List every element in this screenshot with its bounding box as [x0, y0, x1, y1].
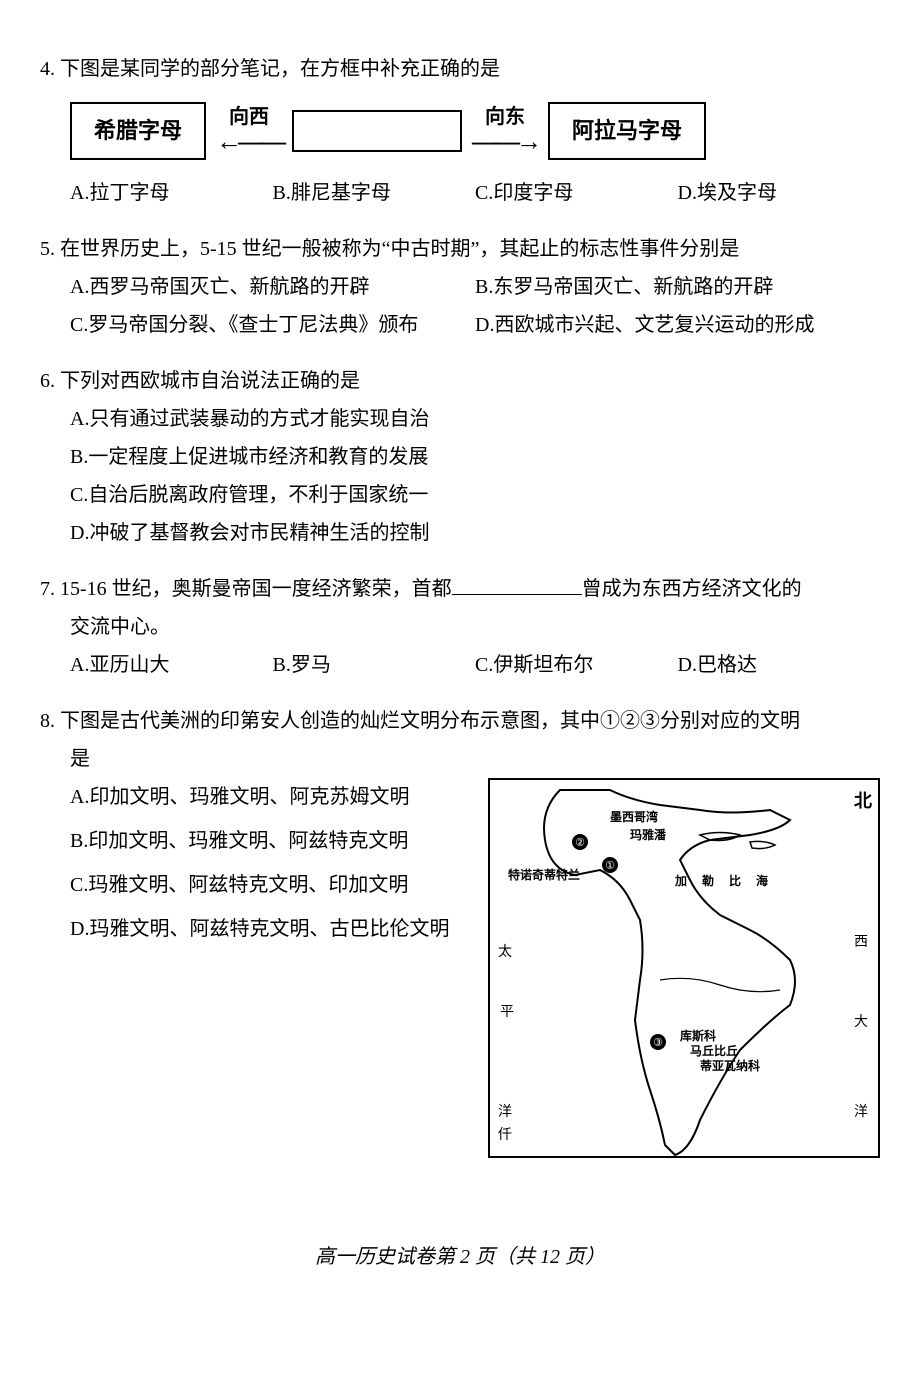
label-atlantic: 西 [854, 930, 868, 957]
question-5: 5. 在世界历史上，5-15 世纪一般被称为“中古时期”，其起止的标志性事件分别… [40, 230, 880, 344]
q5-stem: 在世界历史上，5-15 世纪一般被称为“中古时期”，其起止的标志性事件分别是 [60, 238, 739, 260]
question-4: 4. 下图是某同学的部分笔记，在方框中补充正确的是 希腊字母 向西 ←—— 向东… [40, 50, 880, 212]
q5-number: 5. [40, 238, 55, 260]
q6-options: A.只有通过武装暴动的方式才能实现自治 B.一定程度上促进城市经济和教育的发展 … [70, 400, 880, 552]
page-footer: 高一历史试卷第 2 页（共 12 页） [40, 1238, 880, 1276]
q4-option-b: B.腓尼基字母 [273, 174, 476, 212]
q5-options: A.西罗马帝国灭亡、新航路的开辟 B.东罗马帝国灭亡、新航路的开辟 C.罗马帝国… [70, 268, 880, 344]
q7-stem-post: 曾成为东西方经济文化的 [582, 578, 802, 600]
q7-option-a: A.亚历山大 [70, 646, 273, 684]
question-6: 6. 下列对西欧城市自治说法正确的是 A.只有通过武装暴动的方式才能实现自治 B… [40, 362, 880, 552]
marker-2: ② [575, 837, 585, 849]
q4-option-d: D.埃及字母 [678, 174, 881, 212]
q6-stem: 下列对西欧城市自治说法正确的是 [60, 370, 360, 392]
marker-1: ① [605, 860, 615, 872]
q4-number: 4. [40, 58, 55, 80]
q6-number: 6. [40, 370, 55, 392]
q8-options: A.印加文明、玛雅文明、阿克苏姆文明 B.印加文明、玛雅文明、阿兹特克文明 C.… [70, 778, 470, 954]
label-carib: 加 勒 比 海 [675, 870, 774, 893]
q7-stem-pre: 15-16 世纪，奥斯曼帝国一度经济繁荣，首都 [60, 578, 452, 600]
q4-diagram: 希腊字母 向西 ←—— 向东 ——→ 阿拉马字母 [70, 102, 880, 160]
tick-t1: 仟 [498, 1123, 512, 1150]
q4-stem: 下图是某同学的部分笔记，在方框中补充正确的是 [60, 58, 500, 80]
question-7: 7. 15-16 世纪，奥斯曼帝国一度经济繁荣，首都 曾成为东西方经济文化的 交流… [40, 570, 880, 684]
q5-option-c: C.罗马帝国分裂、《查士丁尼法典》颁布 [70, 306, 475, 344]
q6-option-a: A.只有通过武装暴动的方式才能实现自治 [70, 400, 880, 438]
q4-option-c: C.印度字母 [475, 174, 678, 212]
q6-option-c: C.自治后脱离政府管理，不利于国家统一 [70, 476, 880, 514]
q4-options: A.拉丁字母 B.腓尼基字母 C.印度字母 D.埃及字母 [70, 174, 880, 212]
q8-option-a: A.印加文明、玛雅文明、阿克苏姆文明 [70, 778, 470, 816]
arrow-west-label: 向西 [229, 107, 269, 127]
label-tenoch: 特诺奇蒂特兰 [508, 864, 580, 887]
q5-option-b: B.东罗马帝国灭亡、新航路的开辟 [475, 268, 880, 306]
marker-3: ③ [653, 1037, 663, 1049]
arrow-west: 向西 ←—— [216, 107, 282, 155]
arrow-right-icon: ——→ [472, 129, 538, 155]
arrow-left-icon: ←—— [216, 129, 282, 155]
q7-stem-line2: 交流中心。 [70, 608, 880, 646]
diagram-blank-box [292, 110, 462, 152]
blank-field [452, 573, 582, 595]
q8-option-c: C.玛雅文明、阿兹特克文明、印加文明 [70, 866, 470, 904]
label-yucatan: 玛雅潘 [630, 824, 666, 847]
q8-stem-line2: 是 [70, 740, 880, 778]
q8-option-d: D.玛雅文明、阿兹特克文明、古巴比伦文明 [70, 910, 470, 948]
q8-layout: A.印加文明、玛雅文明、阿克苏姆文明 B.印加文明、玛雅文明、阿兹特克文明 C.… [70, 778, 880, 1158]
tick-t4: 大 [854, 1010, 868, 1037]
q8-option-b: B.印加文明、玛雅文明、阿兹特克文明 [70, 822, 470, 860]
arrow-east: 向东 ——→ [472, 107, 538, 155]
q6-option-b: B.一定程度上促进城市经济和教育的发展 [70, 438, 880, 476]
q4-option-a: A.拉丁字母 [70, 174, 273, 212]
compass-icon: 北 [854, 784, 872, 818]
q7-option-b: B.罗马 [273, 646, 476, 684]
label-tiwa: 蒂亚瓦纳科 [700, 1055, 760, 1078]
tick-t2: 平 [500, 1000, 514, 1027]
q7-number: 7. [40, 578, 55, 600]
diagram-left-box: 希腊字母 [70, 102, 206, 160]
q5-option-a: A.西罗马帝国灭亡、新航路的开辟 [70, 268, 475, 306]
q7-option-c: C.伊斯坦布尔 [475, 646, 678, 684]
question-8: 8. 下图是古代美洲的印第安人创造的灿烂文明分布示意图，其中①②③分别对应的文明… [40, 702, 880, 1158]
americas-map: ① ② ③ 北 墨西哥湾 玛雅潘 特诺奇蒂特兰 加 勒 比 海 库斯科 马丘比丘… [488, 778, 880, 1158]
q7-options: A.亚历山大 B.罗马 C.伊斯坦布尔 D.巴格达 [70, 646, 880, 684]
map-svg: ① ② ③ [490, 780, 880, 1158]
q5-option-d: D.西欧城市兴起、文艺复兴运动的形成 [475, 306, 880, 344]
q8-stem: 下图是古代美洲的印第安人创造的灿烂文明分布示意图，其中①②③分别对应的文明 [60, 710, 800, 732]
diagram-right-box: 阿拉马字母 [548, 102, 706, 160]
q6-option-d: D.冲破了基督教会对市民精神生活的控制 [70, 514, 880, 552]
tick-t5: 洋 [854, 1100, 868, 1127]
q7-option-d: D.巴格达 [678, 646, 881, 684]
arrow-east-label: 向东 [485, 107, 525, 127]
q8-number: 8. [40, 710, 55, 732]
label-pacific: 太 [498, 940, 512, 967]
